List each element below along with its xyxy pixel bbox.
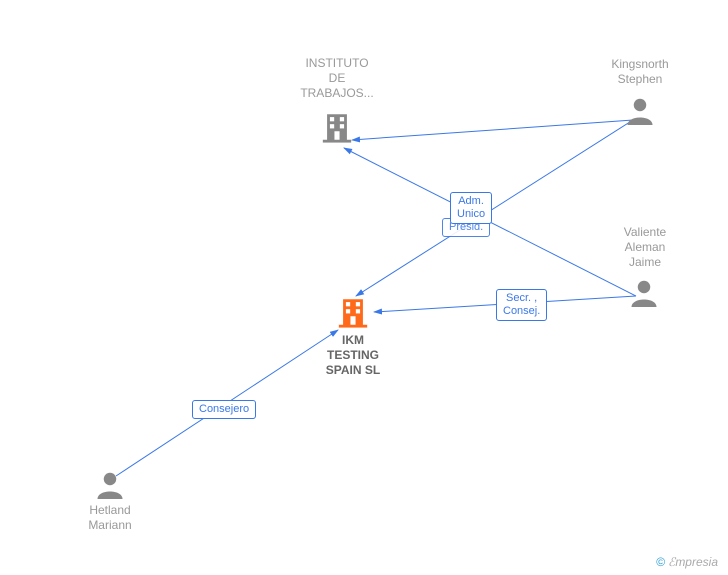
person-icon[interactable] bbox=[629, 277, 659, 307]
edge-kingsnorth-instituto bbox=[352, 120, 633, 140]
edge-kingsnorth-ikm bbox=[356, 120, 633, 296]
node-label-valiente: Valiente Aleman Jaime bbox=[600, 225, 690, 270]
person-icon[interactable] bbox=[95, 469, 125, 499]
watermark-text: ℰmpresia bbox=[668, 555, 718, 569]
building-icon-center[interactable] bbox=[336, 295, 370, 329]
node-label-hetland: Hetland Mariann bbox=[70, 503, 150, 533]
copyright-symbol: © bbox=[656, 555, 665, 569]
node-label-instituto: INSTITUTO DE TRABAJOS... bbox=[287, 56, 387, 101]
diagram-canvas: Presid. Adm. Unico Secr. , Consej. Conse… bbox=[0, 0, 728, 575]
edge-label-adm-unico: Adm. Unico bbox=[450, 192, 492, 224]
node-label-ikm: IKM TESTING SPAIN SL bbox=[316, 333, 390, 378]
edge-label-consejero: Consejero bbox=[192, 400, 256, 419]
person-icon[interactable] bbox=[625, 95, 655, 125]
building-icon[interactable] bbox=[320, 110, 354, 144]
edge-label-secr-consej: Secr. , Consej. bbox=[496, 289, 547, 321]
watermark: ©ℰmpresia bbox=[656, 555, 718, 569]
node-label-kingsnorth: Kingsnorth Stephen bbox=[590, 57, 690, 87]
